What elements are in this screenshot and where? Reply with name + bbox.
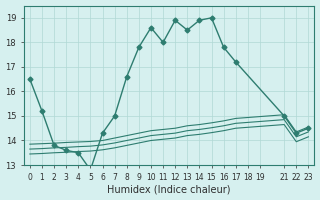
- X-axis label: Humidex (Indice chaleur): Humidex (Indice chaleur): [108, 184, 231, 194]
